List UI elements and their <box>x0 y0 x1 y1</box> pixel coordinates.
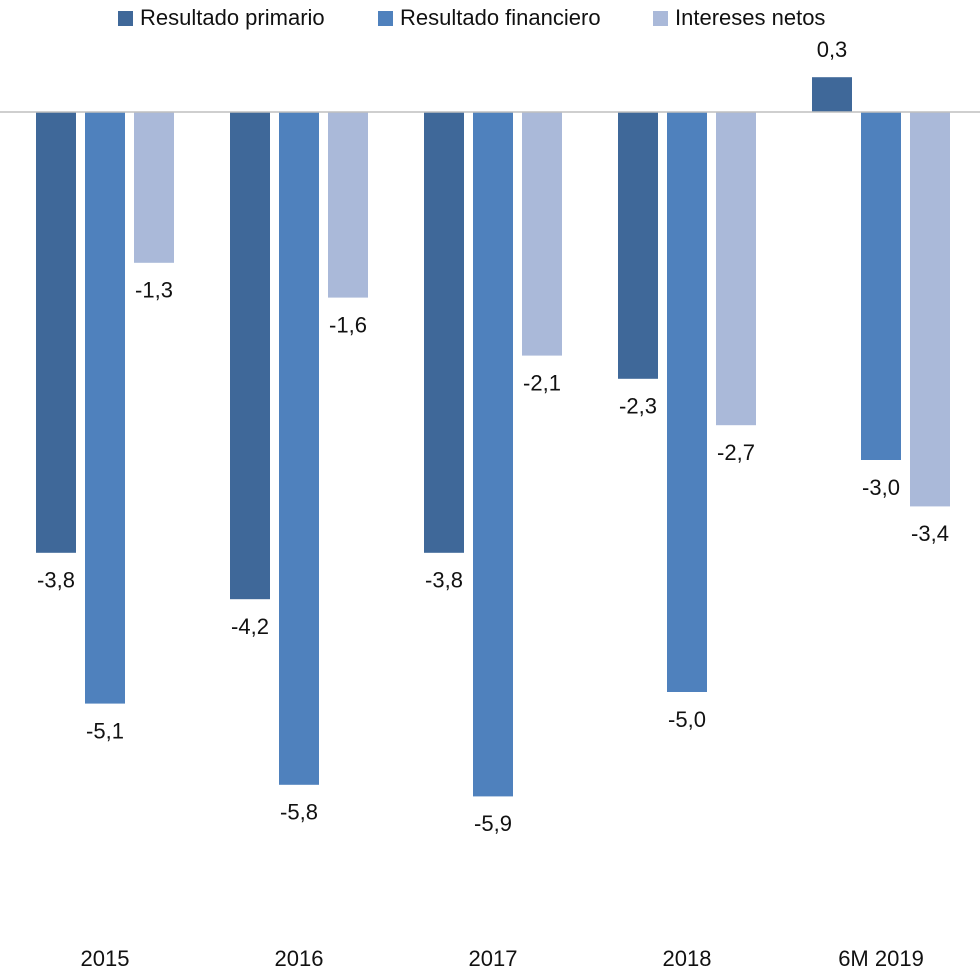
data-label: -3,8 <box>37 568 75 593</box>
data-label: -5,8 <box>280 800 318 825</box>
data-label: -1,3 <box>135 278 173 303</box>
bar <box>85 112 125 704</box>
x-tick-label: 2017 <box>469 946 518 971</box>
legend-swatch <box>378 11 393 26</box>
bar <box>134 112 174 263</box>
bar <box>424 112 464 553</box>
data-label: -4,2 <box>231 614 269 639</box>
data-label: -2,3 <box>619 394 657 419</box>
x-tick-label: 2018 <box>663 946 712 971</box>
legend-label: Intereses netos <box>675 5 825 30</box>
legend-swatch <box>118 11 133 26</box>
x-tick-label: 2015 <box>81 946 130 971</box>
x-tick-label: 6M 2019 <box>838 946 924 971</box>
bar <box>36 112 76 553</box>
bar <box>716 112 756 426</box>
data-label: -3,4 <box>911 521 949 546</box>
data-label: -2,1 <box>523 370 561 395</box>
data-label: -3,0 <box>862 475 900 500</box>
data-label: 0,3 <box>817 37 848 62</box>
data-label: -3,8 <box>425 568 463 593</box>
data-label: -1,6 <box>329 312 367 337</box>
bar <box>812 77 852 112</box>
data-label: -2,7 <box>717 440 755 465</box>
bar <box>522 112 562 356</box>
bar <box>667 112 707 692</box>
data-label: -5,9 <box>474 811 512 836</box>
bar <box>279 112 319 785</box>
legend-label: Resultado primario <box>140 5 325 30</box>
bar <box>618 112 658 379</box>
bar <box>861 112 901 460</box>
bar <box>910 112 950 507</box>
data-label: -5,0 <box>668 707 706 732</box>
bar <box>473 112 513 797</box>
bar <box>328 112 368 298</box>
bar <box>230 112 270 600</box>
x-tick-label: 2016 <box>275 946 324 971</box>
legend-label: Resultado financiero <box>400 5 601 30</box>
legend-swatch <box>653 11 668 26</box>
data-label: -5,1 <box>86 718 124 743</box>
